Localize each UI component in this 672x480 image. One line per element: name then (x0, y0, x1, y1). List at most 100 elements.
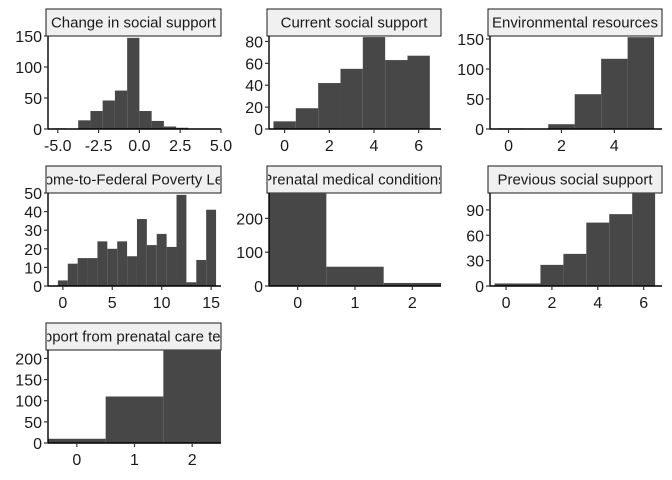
y-tick-label: 90 (466, 203, 484, 220)
x-tick-label: 4 (370, 138, 379, 155)
facet-strip (45, 165, 222, 194)
facet-strip (487, 165, 663, 194)
y-tick-label: 0 (475, 122, 484, 139)
y-tick-label: 0 (254, 279, 263, 296)
histogram-bar (136, 219, 147, 286)
facet-strip-title: Environmental resources (492, 15, 658, 32)
histogram-bar (494, 283, 541, 286)
histogram-bar (326, 266, 384, 286)
y-tick-label: 100 (236, 245, 263, 262)
x-tick-label: 1 (351, 295, 360, 312)
x-tick-label: 2 (188, 452, 197, 469)
histogram-bar (107, 248, 118, 286)
y-tick-label: 60 (245, 56, 263, 73)
histogram-bar (176, 194, 187, 286)
x-tick-label: 4 (610, 138, 619, 155)
histogram-bar (627, 37, 655, 130)
histogram-bar (97, 241, 108, 286)
x-tick-label: 6 (639, 295, 648, 312)
facet-strip (45, 322, 222, 351)
y-tick-label: 30 (466, 254, 484, 271)
histogram-bar (102, 100, 115, 129)
x-tick-label: 6 (414, 138, 423, 155)
facet-panel: Previous social support 0 30 60 90 0 2 4 6 (466, 165, 663, 312)
histogram-bar (139, 111, 152, 129)
x-tick-label: 10 (153, 295, 171, 312)
histogram-bar (385, 60, 408, 129)
histogram-bar (273, 121, 296, 129)
x-tick-label: 0 (58, 295, 67, 312)
histogram-bar (90, 111, 103, 129)
histogram-bar (563, 253, 587, 286)
histogram-bar (114, 90, 128, 129)
facet-panel: Current social support 0 20 40 60 80 0 2 4 6 (245, 8, 442, 155)
y-tick-label: 100 (457, 62, 484, 79)
y-tick-label: 0 (475, 279, 484, 296)
histogram-bar (269, 193, 327, 286)
histogram-bar (57, 280, 68, 286)
x-tick-label: 5.0 (210, 138, 232, 155)
histogram-bar (127, 37, 140, 129)
histogram-bar (548, 124, 575, 129)
histogram-bar (163, 126, 177, 129)
facet-strip-title: Prenatal medical conditions (262, 172, 445, 189)
histogram-bar (318, 83, 341, 129)
x-tick-label: 0 (280, 138, 289, 155)
facet-strip-title: Income-to-Federal Poverty Level (25, 172, 243, 189)
y-tick-label: 60 (466, 228, 484, 245)
histogram-bar (407, 55, 430, 129)
histogram-bar (586, 222, 610, 286)
histogram-bar (156, 233, 167, 286)
histogram-bar (146, 245, 157, 286)
y-tick-label: 50 (24, 415, 42, 432)
histogram-bar (609, 214, 633, 286)
x-tick-label: 0 (502, 295, 511, 312)
y-tick-label: 0 (254, 122, 263, 139)
y-tick-label: 150 (15, 29, 42, 46)
histogram-bar (48, 438, 106, 443)
histogram-bar (117, 241, 128, 286)
x-tick-label: 2.5 (169, 138, 191, 155)
y-tick-label: 100 (15, 60, 42, 77)
histogram-bar (78, 120, 91, 129)
y-tick-label: 80 (245, 34, 263, 51)
facet-panel: Environmental resources 0 50 100 150 0 2 4 (457, 8, 663, 155)
histogram-bar (127, 256, 137, 286)
y-tick-label: 50 (466, 92, 484, 109)
x-tick-label: 0 (293, 295, 302, 312)
histogram-bar (163, 350, 221, 443)
histogram-bar (362, 37, 386, 129)
facet-strip-title: Change in social support (51, 15, 217, 32)
y-tick-label: 20 (24, 242, 42, 259)
y-tick-label: 150 (457, 32, 484, 49)
histogram-bar (295, 108, 319, 129)
histogram-bar (601, 58, 628, 129)
histogram-bar (340, 68, 363, 129)
facet-strip-title: Previous social support (497, 172, 653, 189)
x-tick-label: 0 (504, 138, 513, 155)
x-tick-label: 2 (325, 138, 334, 155)
x-tick-label: 4 (593, 295, 602, 312)
y-tick-label: 100 (15, 394, 42, 411)
y-tick-label: 0 (33, 122, 42, 139)
y-tick-label: 30 (24, 223, 42, 240)
facet-strip (266, 8, 442, 37)
y-tick-label: 200 (236, 211, 263, 228)
facet-panel: Support from prenatal care team 0 50 100 150… (15, 322, 242, 469)
x-tick-label: 1 (130, 452, 139, 469)
y-tick-label: 10 (24, 260, 42, 277)
x-tick-label: 5 (108, 295, 117, 312)
y-tick-label: 50 (24, 91, 42, 108)
y-tick-label: 150 (15, 373, 42, 390)
histogram-bar (632, 193, 656, 286)
x-tick-label: 2 (547, 295, 556, 312)
histogram-bar (151, 120, 164, 129)
y-tick-label: 200 (15, 351, 42, 368)
histogram-bar (206, 209, 217, 286)
histogram-bar (540, 264, 564, 286)
facet-strip-title: Support from prenatal care team (26, 329, 242, 346)
y-tick-label: 0 (33, 436, 42, 453)
facet-strip (266, 165, 442, 194)
